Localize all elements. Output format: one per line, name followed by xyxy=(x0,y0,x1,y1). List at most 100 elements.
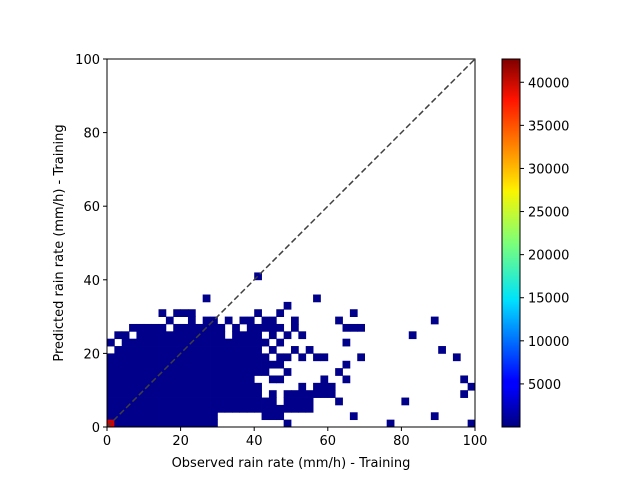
heatmap-cell xyxy=(180,419,189,428)
heatmap-cell xyxy=(254,338,262,347)
heatmap-cell xyxy=(210,323,218,332)
heatmap-cell xyxy=(217,353,226,362)
heatmap-cell xyxy=(268,331,277,340)
heatmap-cell xyxy=(335,316,343,325)
heatmap-cell xyxy=(210,397,218,406)
heatmap-cell xyxy=(210,360,218,369)
heatmap-cell xyxy=(143,404,152,413)
heatmap-cell xyxy=(143,338,152,347)
heatmap-cell xyxy=(121,397,130,406)
plot-frame xyxy=(106,58,476,428)
heatmap-cell xyxy=(195,397,204,406)
heatmap-cell xyxy=(349,412,358,421)
heatmap-cell xyxy=(129,390,137,398)
heatmap-cell xyxy=(121,331,130,340)
heatmap-cell xyxy=(165,404,174,413)
heatmap-cell xyxy=(239,375,248,384)
heatmap-cell xyxy=(195,419,204,428)
heatmap-cell xyxy=(246,404,255,413)
heatmap-cell xyxy=(151,346,159,354)
heatmap-cell xyxy=(121,412,130,421)
heatmap-cell xyxy=(143,353,152,362)
heatmap-cell xyxy=(195,346,204,354)
heatmap-cell xyxy=(114,360,123,369)
heatmap-cell xyxy=(460,390,469,398)
heatmap-cell xyxy=(151,382,159,391)
heatmap-cell xyxy=(151,397,159,406)
x-tick-label: 60 xyxy=(320,434,337,449)
heatmap-cell xyxy=(136,382,145,391)
heatmap-cell xyxy=(158,419,167,428)
heatmap-cell xyxy=(165,353,174,362)
heatmap-cell xyxy=(246,382,255,391)
heatmap-cell xyxy=(224,397,233,406)
heatmap-cell xyxy=(210,419,218,428)
colorbar-tick-label: 40000 xyxy=(528,76,569,91)
heatmap-cell xyxy=(136,331,145,340)
heatmap-cell xyxy=(158,397,167,406)
heatmap-cell xyxy=(173,419,181,428)
heatmap-cell xyxy=(121,368,130,376)
heatmap-cell xyxy=(195,360,204,369)
heatmap-cell xyxy=(224,346,233,354)
heatmap-cell xyxy=(114,397,123,406)
heatmap-cell xyxy=(121,338,130,347)
heatmap-cell xyxy=(232,331,240,340)
heatmap-cell xyxy=(224,382,233,391)
heatmap-cell xyxy=(254,353,262,362)
heatmap-cell xyxy=(217,404,226,413)
heatmap-cell xyxy=(187,331,196,340)
colorbar-tick-label: 25000 xyxy=(528,206,569,221)
heatmap-cell xyxy=(136,346,145,354)
heatmap-cell xyxy=(246,360,255,369)
heatmap-cell xyxy=(143,397,152,406)
heatmap-cell xyxy=(180,412,189,421)
heatmap-cell xyxy=(202,338,211,347)
heatmap-cell xyxy=(114,404,123,413)
heatmap-cell xyxy=(305,404,314,413)
heatmap-cell xyxy=(151,323,159,332)
heatmap-cell xyxy=(246,390,255,398)
heatmap-cell xyxy=(195,368,204,376)
heatmap-cell xyxy=(151,353,159,362)
heatmap-cell xyxy=(165,316,174,325)
heatmap-cell xyxy=(268,412,277,421)
heatmap-cell xyxy=(239,382,248,391)
heatmap-cell xyxy=(232,353,240,362)
heatmap-cell xyxy=(313,353,321,362)
heatmap-cell xyxy=(232,368,240,376)
heatmap-cell xyxy=(165,412,174,421)
heatmap-cell xyxy=(195,353,204,362)
heatmap-cell xyxy=(202,397,211,406)
heatmap-cell xyxy=(187,412,196,421)
heatmap-cell xyxy=(173,353,181,362)
heatmap-cell xyxy=(180,404,189,413)
heatmap-cell xyxy=(320,375,329,384)
heatmap-cell xyxy=(180,338,189,347)
heatmap-cell xyxy=(129,382,137,391)
heatmap-cell xyxy=(121,390,130,398)
heatmap-cell xyxy=(143,346,152,354)
heatmap-cell xyxy=(107,412,115,421)
heatmap-cell xyxy=(342,375,351,384)
heatmap-cell xyxy=(224,368,233,376)
heatmap-cell xyxy=(136,360,145,369)
heatmap-cell xyxy=(261,404,270,413)
heatmap-cell xyxy=(232,390,240,398)
heatmap-cell xyxy=(335,368,343,376)
heatmap-cell xyxy=(143,412,152,421)
heatmap-cell xyxy=(173,404,181,413)
heatmap-cell xyxy=(261,316,270,325)
heatmap-cell xyxy=(180,353,189,362)
heatmap-cell xyxy=(239,404,248,413)
heatmap-cell xyxy=(268,397,277,406)
heatmap-cell xyxy=(202,404,211,413)
heatmap-cell xyxy=(254,309,262,317)
heatmap-cell xyxy=(335,397,343,406)
heatmap-cell xyxy=(268,390,277,398)
heatmap-cell xyxy=(195,323,204,332)
heatmap-cell xyxy=(129,346,137,354)
heatmap-cell xyxy=(298,397,307,406)
heatmap-cell xyxy=(210,331,218,340)
